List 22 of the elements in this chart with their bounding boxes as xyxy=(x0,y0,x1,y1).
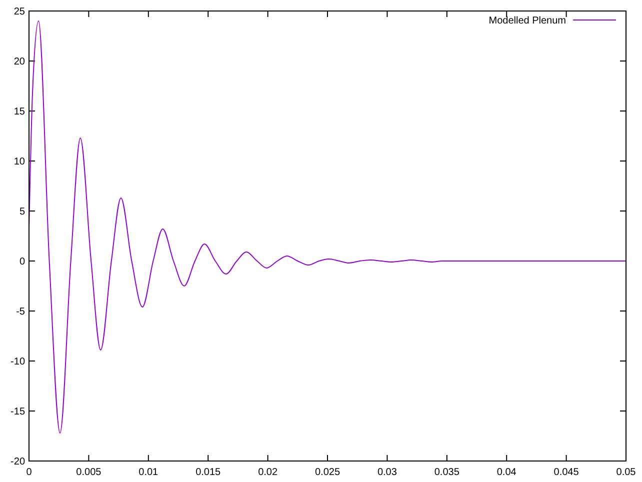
x-tick-label: 0.01 xyxy=(138,467,159,478)
y-tick-label: 10 xyxy=(14,156,26,168)
y-tick-label: -5 xyxy=(16,306,26,318)
x-tick-label: 0.045 xyxy=(554,467,580,478)
x-tick-label: 0.005 xyxy=(76,467,102,478)
y-tick-label: 25 xyxy=(14,6,26,18)
x-tick-label: 0 xyxy=(26,467,32,478)
x-tick-label: 0.02 xyxy=(258,467,278,478)
text: Modelled Plenum xyxy=(488,16,566,26)
y-tick-label: -20 xyxy=(10,456,26,468)
x-tick-label: 0.015 xyxy=(196,467,222,478)
x-tick-label: 0.05 xyxy=(616,467,636,478)
y-tick-label: 20 xyxy=(14,56,26,68)
x-tick-label: 0.025 xyxy=(314,467,340,478)
x-tick-label: 0.03 xyxy=(377,467,398,478)
y-tick-label: -10 xyxy=(10,356,26,368)
y-tick-label: 0 xyxy=(19,256,26,268)
x-tick-label: 0.04 xyxy=(496,467,517,478)
x-tick-label: 0.035 xyxy=(434,467,460,478)
y-tick-label: 5 xyxy=(19,206,26,218)
y-tick-label: -15 xyxy=(10,406,26,418)
y-tick-label: 15 xyxy=(14,106,26,118)
